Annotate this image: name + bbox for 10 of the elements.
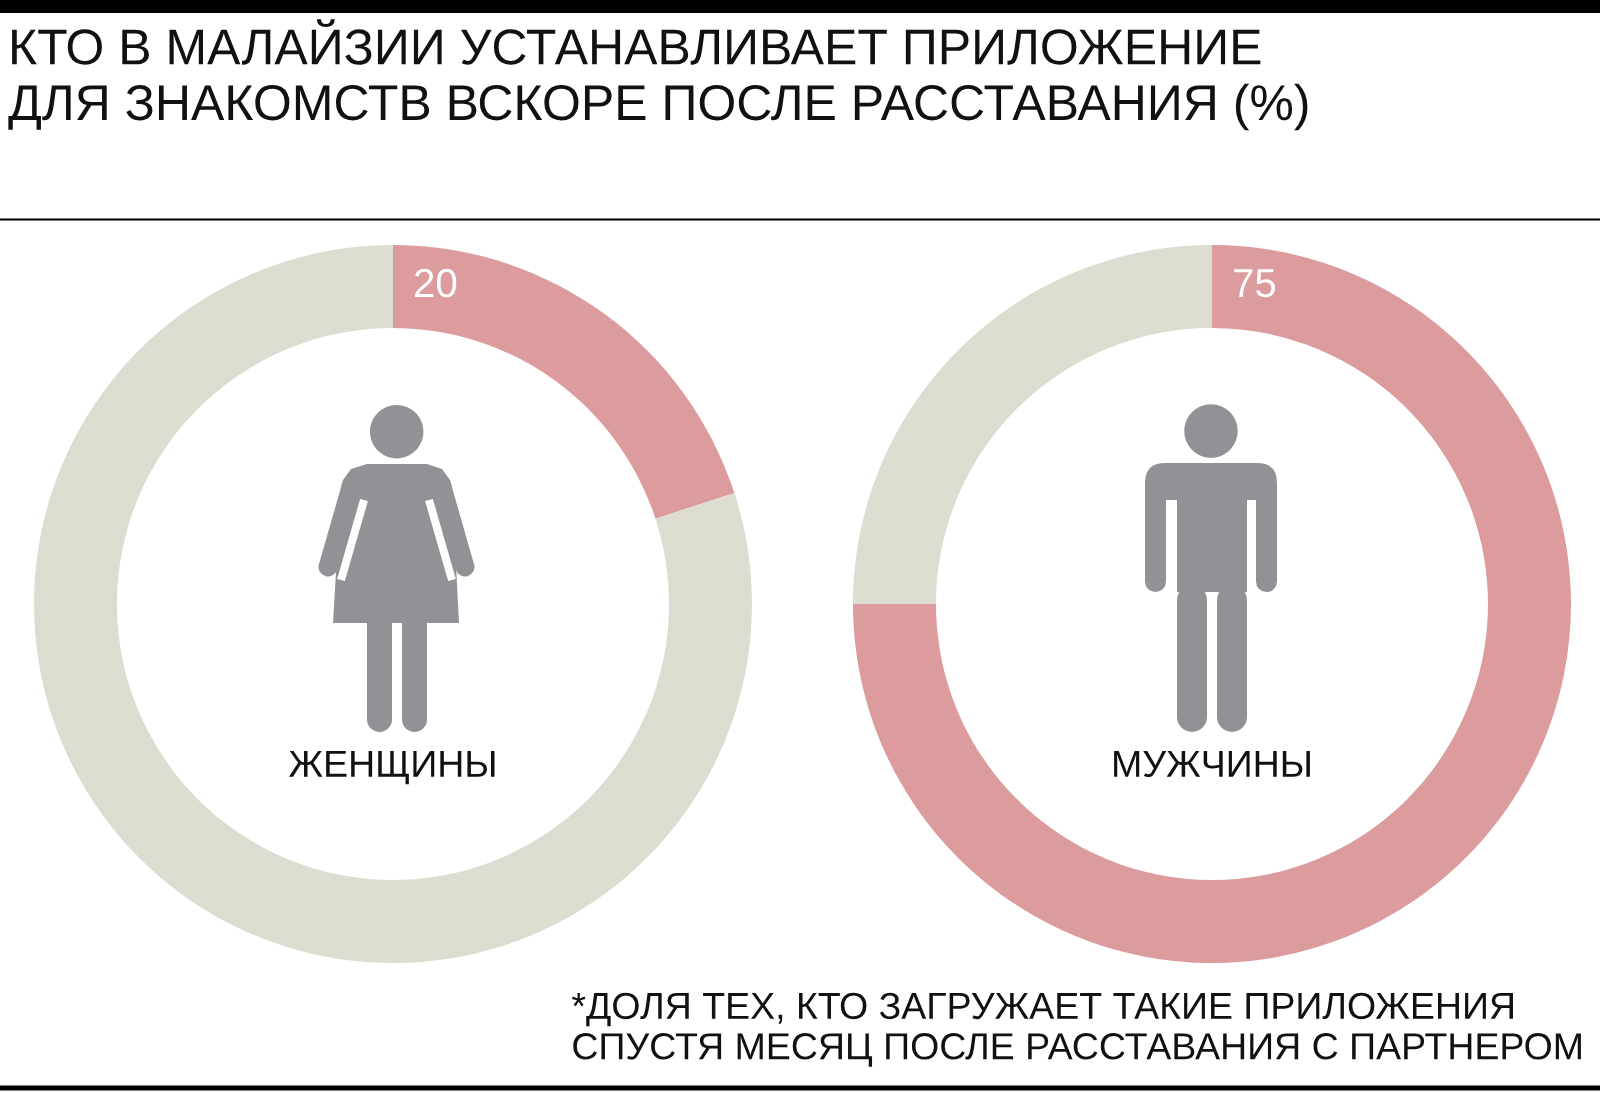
- donut-slice: [853, 245, 1212, 604]
- text: ЖЕНЩИНЫ: [288, 750, 495, 785]
- data-label: 75: [1234, 269, 1276, 298]
- donut-slice: [34, 245, 752, 963]
- donut-slice: [853, 245, 1571, 963]
- text: МУЖЧИНЫ: [1114, 750, 1310, 778]
- chart-title: КТО В МАЛАЙЗИИ УСТАНАВЛИВАЕТ ПРИЛОЖЕНИЕ ДЛЯ ЗНАКОМСТВ ВСКОРЕ ПОСЛЕ РАССТАВАНИЯ (%): [8, 19, 1308, 131]
- data-label: 20: [415, 268, 457, 298]
- donut-slice: [393, 245, 735, 519]
- text: *ДОЛЯ ТЕХ, КТО ЗАГРУЖАЕТ ТАКИЕ ПРИЛОЖЕНИЯ СПУСТЯ МЕСЯЦ ПОСЛЕ РАССТАВАНИЯ С ПАРТНЕРОМ: [571, 992, 1581, 1067]
